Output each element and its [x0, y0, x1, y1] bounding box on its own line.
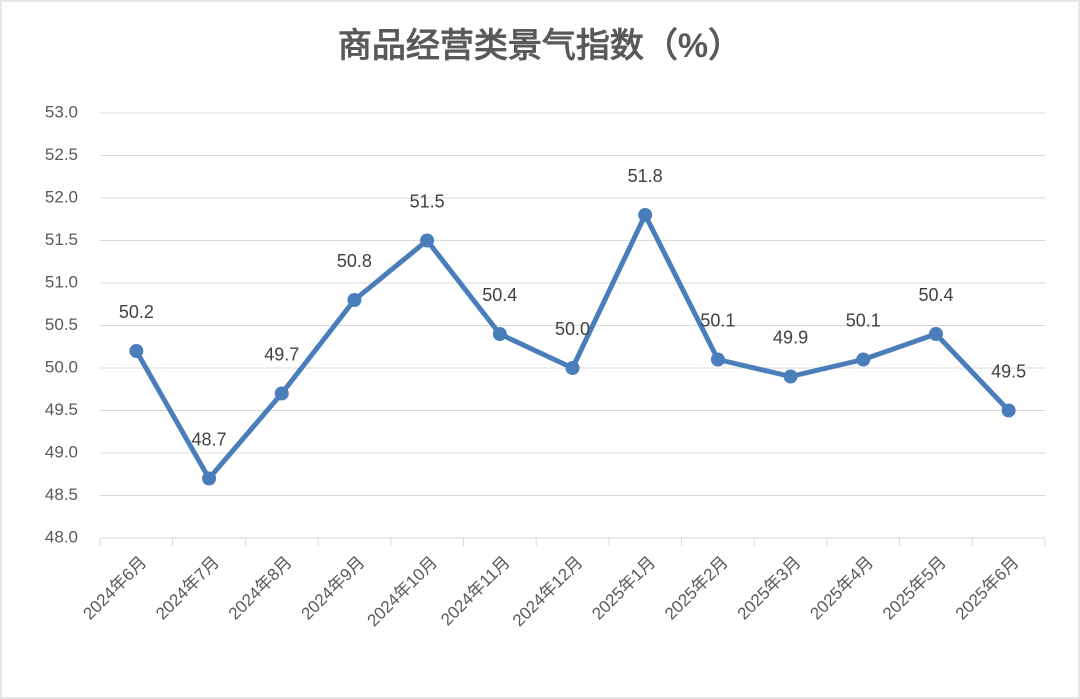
data-label: 49.9: [773, 327, 808, 347]
data-point: [1001, 403, 1016, 418]
data-label: 50.4: [918, 285, 953, 305]
y-tick-label: 52.5: [45, 145, 78, 164]
data-label: 50.1: [700, 310, 735, 330]
data-point: [565, 361, 580, 375]
data-point: [420, 233, 435, 248]
data-label: 50.1: [846, 310, 881, 330]
y-tick-label: 48.5: [45, 485, 78, 504]
y-tick-label: 50.5: [45, 315, 78, 334]
data-label: 48.7: [192, 429, 227, 449]
y-tick-label: 49.0: [45, 442, 78, 461]
data-label: 49.7: [264, 344, 299, 364]
data-point: [492, 327, 507, 341]
y-tick-label: 52.0: [45, 187, 78, 206]
chart-title: 商品经营类景气指数（%）: [338, 26, 742, 65]
y-tick-label: 53.0: [45, 102, 78, 121]
y-tick-label: 48.0: [45, 527, 78, 546]
data-point: [274, 386, 289, 401]
data-point: [202, 471, 217, 486]
y-tick-label: 51.5: [45, 230, 78, 249]
data-label: 50.2: [119, 302, 154, 322]
data-point: [710, 352, 725, 367]
data-label: 50.8: [337, 251, 372, 271]
data-label: 50.4: [482, 285, 517, 305]
data-point: [347, 293, 362, 307]
data-point: [783, 369, 798, 384]
y-tick-label: 49.5: [45, 400, 78, 419]
y-tick-label: 50.0: [45, 357, 78, 376]
y-tick-label: 51.0: [45, 272, 78, 291]
data-point: [638, 208, 653, 222]
data-point: [129, 344, 144, 358]
data-point: [856, 352, 871, 367]
data-point: [928, 327, 943, 341]
data-label: 50.0: [555, 319, 590, 339]
data-label: 49.5: [991, 361, 1026, 381]
data-label: 51.5: [410, 191, 445, 211]
data-label: 51.8: [628, 166, 663, 186]
